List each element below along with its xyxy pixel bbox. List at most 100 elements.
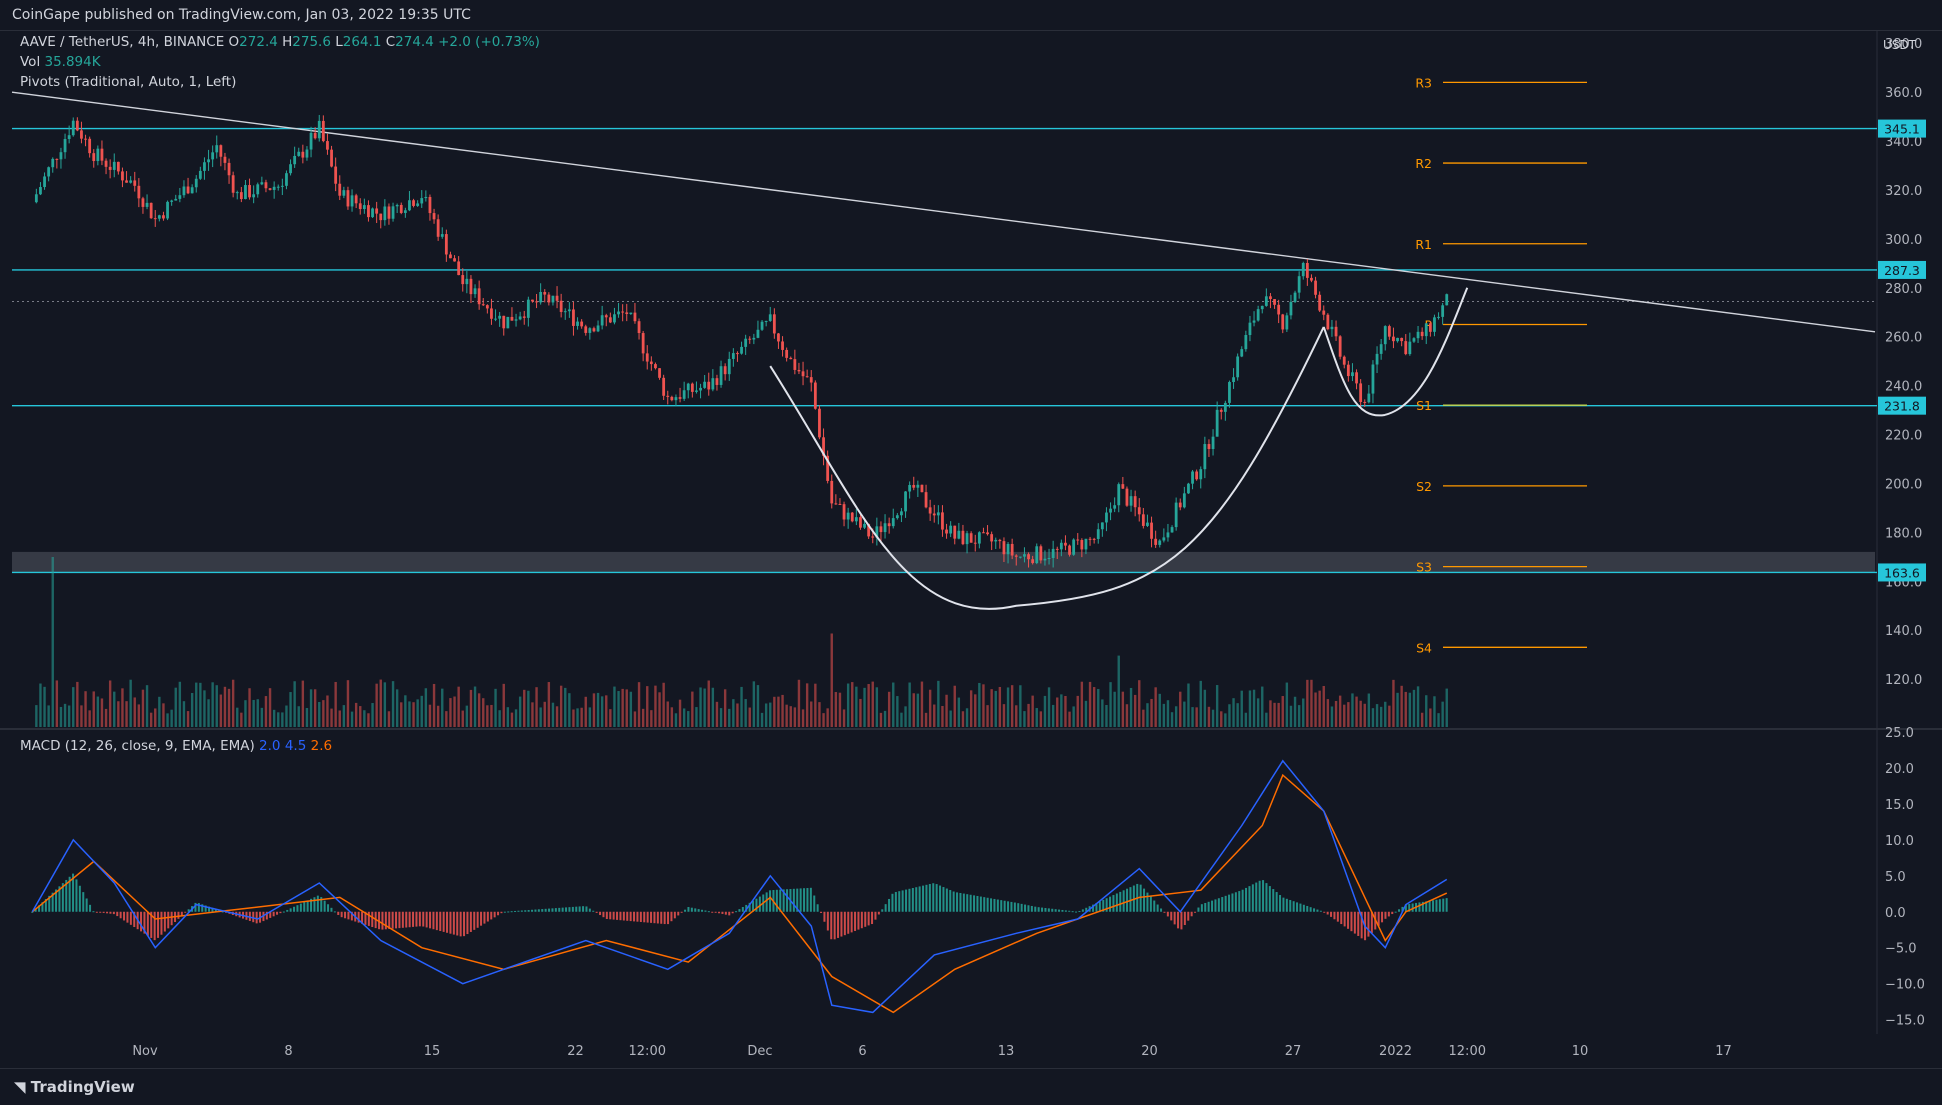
volume-bar	[1256, 698, 1260, 727]
candle-body	[469, 278, 473, 295]
candle-body	[580, 321, 584, 327]
volume-bar	[297, 706, 300, 727]
candle-body	[1105, 512, 1108, 523]
macd-histogram-bar	[755, 898, 758, 912]
macd-histogram-bar	[803, 888, 806, 912]
macd-histogram-bar	[534, 909, 537, 912]
candle-body	[781, 341, 784, 350]
macd-histogram-bar	[1309, 907, 1312, 912]
candle-body	[1433, 317, 1436, 332]
volume-bar	[416, 699, 419, 727]
macd-axis-tick: −10.0	[1885, 978, 1925, 993]
candle-body	[1100, 522, 1104, 530]
volume-bar	[1105, 704, 1108, 727]
volume-bar	[293, 681, 296, 727]
candle-body	[1215, 409, 1219, 437]
macd-histogram-bar	[660, 911, 663, 924]
volume-bar	[1429, 708, 1432, 727]
macd-histogram-bar	[129, 911, 132, 925]
macd-histogram-bar	[1357, 911, 1360, 936]
candle-body	[1150, 522, 1153, 539]
macd-histogram-bar	[276, 911, 279, 915]
macd-histogram-bar	[684, 909, 687, 912]
volume-bar	[1170, 712, 1174, 727]
volume-bar	[687, 711, 690, 727]
volume-bar	[490, 704, 493, 727]
volume-bar	[1097, 688, 1100, 727]
price-chart[interactable]: 120.0140.0160.0180.0200.0220.0240.0260.0…	[0, 31, 1942, 1067]
macd-histogram-bar	[701, 909, 704, 912]
macd-histogram-bar	[483, 911, 486, 924]
candle-body	[535, 301, 538, 303]
macd-histogram-bar	[170, 911, 173, 926]
volume-bar	[1334, 700, 1338, 727]
volume-bar	[1154, 687, 1157, 727]
volume-bar	[510, 712, 514, 727]
macd-histogram-bar	[520, 910, 523, 912]
candle-body	[613, 314, 616, 323]
macd-histogram-bar	[1146, 892, 1149, 912]
macd-histogram-bar	[306, 900, 309, 912]
volume-bar	[785, 704, 788, 727]
candle-body	[84, 138, 87, 140]
volume-bar	[1240, 690, 1243, 727]
macd-histogram-bar	[1095, 903, 1098, 912]
candle-body	[1420, 331, 1424, 337]
volume-bar	[551, 702, 555, 727]
candle-body	[522, 316, 526, 318]
volume-bar	[1101, 699, 1104, 727]
macd-histogram-bar	[31, 911, 34, 913]
macd-label[interactable]: MACD (12, 26, close, 9, EMA, EMA)	[20, 738, 255, 754]
volume-bar	[1322, 685, 1325, 727]
macd-histogram-bar	[1054, 909, 1057, 912]
macd-histogram-bar	[1163, 911, 1166, 913]
tradingview-logo[interactable]: ◥ TradingView	[14, 1078, 135, 1096]
macd-histogram-bar	[667, 911, 670, 925]
volume-bar	[908, 682, 911, 727]
candle-body	[1068, 545, 1071, 555]
macd-histogram-bar	[571, 906, 574, 912]
price-axis-tick: 380.0	[1885, 37, 1922, 52]
macd-histogram-bar	[412, 911, 415, 927]
volume-bar	[231, 679, 235, 727]
volume-bar	[379, 679, 382, 727]
macd-histogram-bar	[272, 911, 275, 917]
candle-body	[748, 338, 752, 340]
candle-body	[1084, 538, 1088, 550]
ohlc-high: 275.6	[292, 34, 331, 50]
candle-body	[428, 196, 432, 214]
candle-body	[744, 338, 748, 347]
candle-body	[395, 204, 399, 207]
candle-body	[481, 304, 485, 306]
macd-histogram-bar	[1173, 911, 1176, 925]
pivot-label: S3	[1416, 560, 1432, 575]
macd-histogram-bar	[435, 911, 438, 931]
candle-body	[121, 171, 124, 181]
candle-body	[80, 130, 83, 139]
volume-label[interactable]: Vol	[20, 54, 41, 70]
cup-pattern-curve	[769, 326, 1325, 610]
volume-bar	[1445, 688, 1448, 727]
macd-histogram-bar	[765, 892, 768, 912]
macd-histogram-bar	[1238, 891, 1241, 912]
macd-histogram-bar	[344, 911, 347, 919]
volume-bar	[375, 683, 378, 727]
candle-body	[953, 525, 957, 539]
price-axis-tick: 240.0	[1885, 380, 1922, 395]
volume-bar	[682, 708, 686, 727]
macd-histogram-bar	[707, 911, 710, 913]
volume-bar	[789, 706, 792, 727]
candle-body	[863, 523, 866, 528]
candle-body	[223, 156, 227, 163]
candle-body	[1408, 341, 1412, 355]
candle-body	[838, 503, 842, 505]
macd-axis-tick: −5.0	[1885, 942, 1917, 957]
macd-histogram-bar	[748, 902, 751, 912]
candle-body	[408, 200, 411, 211]
candle-body	[301, 151, 305, 158]
symbol-label[interactable]: AAVE / TetherUS, 4h, BINANCE	[20, 34, 225, 50]
macd-histogram-bar	[843, 911, 846, 936]
volume-bar	[1150, 698, 1153, 727]
pivots-label[interactable]: Pivots (Traditional, Auto, 1, Left)	[20, 74, 237, 90]
macd-histogram-bar	[1041, 907, 1044, 912]
